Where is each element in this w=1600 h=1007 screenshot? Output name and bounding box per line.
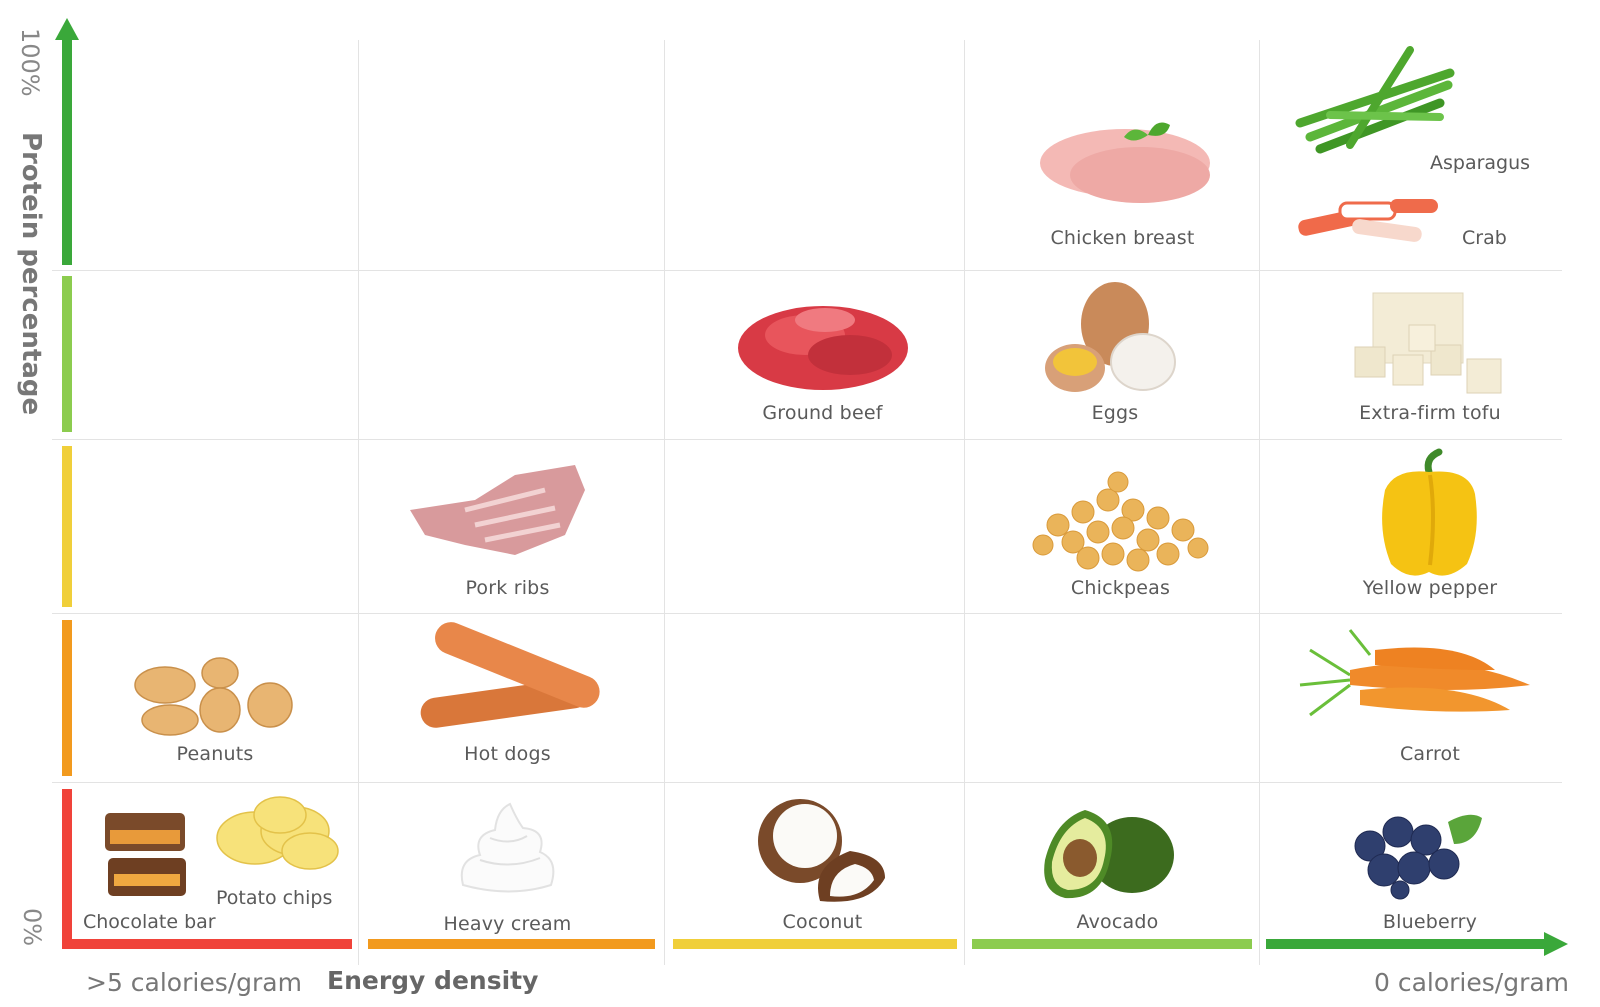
x-axis-arrowhead [1544,932,1568,956]
pork-ribs-image [405,460,600,565]
avocado-image [1040,800,1180,905]
grid-line-horizontal [52,439,1562,440]
food-label-asparagus: Asparagus [1430,152,1531,174]
grid-line-horizontal [52,782,1562,783]
food-label-potato-chips: Potato chips [216,887,333,909]
food-label-extra-firm-tofu: Extra-firm tofu [1359,402,1501,424]
x-axis-band-3 [673,939,957,949]
x-axis-band-2 [368,939,655,949]
x-axis-band-5 [1266,939,1546,949]
y-axis-title: Protein percentage [16,132,46,416]
chocolate-bar-image [100,808,190,903]
food-label-avocado: Avocado [1076,911,1159,933]
crab-image [1290,185,1450,250]
food-label-ground-beef: Ground beef [762,402,883,424]
coconut-image [750,796,890,906]
grid-line-vertical [358,40,359,965]
blueberry-image [1350,810,1490,900]
food-label-eggs: Eggs [1091,402,1139,424]
food-label-coconut: Coconut [782,911,863,933]
potato-chips-image [210,793,345,878]
food-label-pork-ribs: Pork ribs [465,577,550,599]
x-axis-title: Energy density [327,966,539,995]
ground-beef-image [735,290,910,395]
y-axis-band-1 [62,38,72,265]
x-axis-band-1 [62,939,352,949]
food-label-chocolate-bar: Chocolate bar [83,911,216,933]
food-label-carrot: Carrot [1399,743,1461,765]
food-label-heavy-cream: Heavy cream [443,913,572,935]
food-label-chickpeas: Chickpeas [1070,577,1171,599]
y-axis-band-3 [62,446,72,607]
x-axis-band-4 [972,939,1252,949]
chicken-breast-image [1030,105,1215,210]
extra-firm-tofu-image [1345,285,1510,400]
y-axis-arrowhead [55,18,79,40]
heavy-cream-image [455,800,560,900]
y-axis-band-2 [62,276,72,432]
food-label-peanuts: Peanuts [176,743,254,765]
grid-line-vertical [1259,40,1260,965]
x-axis-left-label: >5 calories/gram [86,968,302,997]
asparagus-image [1290,45,1460,160]
food-label-chicken-breast: Chicken breast [1050,227,1195,249]
grid-line-vertical [964,40,965,965]
food-label-yellow-pepper: Yellow pepper [1362,577,1498,599]
y-axis-top-label: 100% [16,28,44,97]
carrot-image [1290,625,1540,735]
y-axis-bottom-label: 0% [18,908,46,947]
peanuts-image [130,655,300,745]
food-label-blueberry: Blueberry [1382,911,1478,933]
hot-dogs-image [420,622,605,738]
x-axis-right-label: 0 calories/gram [1374,968,1570,997]
eggs-image [1045,282,1185,397]
grid-line-vertical [664,40,665,965]
chickpeas-image [1028,470,1213,575]
food-label-hot-dogs: Hot dogs [464,743,551,765]
y-axis-band-4 [62,620,72,776]
grid-line-horizontal [52,270,1562,271]
y-axis-band-5 [62,789,72,949]
grid-line-horizontal [52,613,1562,614]
food-label-crab: Crab [1462,227,1507,249]
yellow-pepper-image [1375,448,1485,580]
